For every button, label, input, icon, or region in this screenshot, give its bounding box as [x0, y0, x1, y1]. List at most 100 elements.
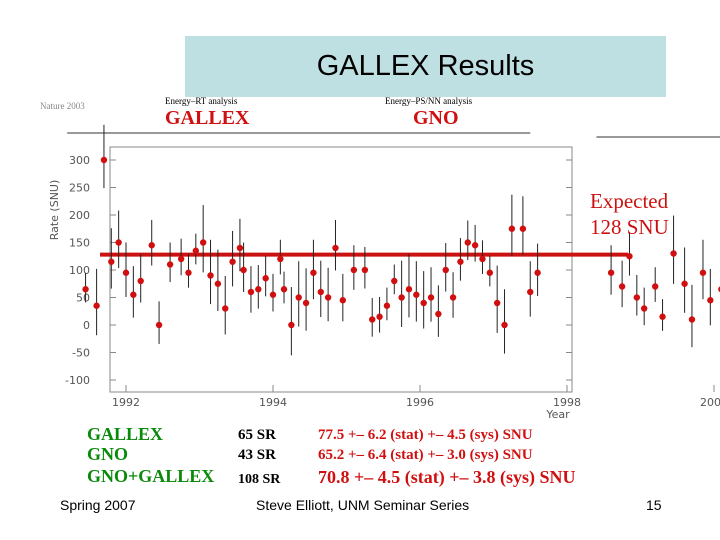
data-point: [479, 255, 486, 263]
data-point: [398, 294, 405, 301]
data-point: [295, 294, 302, 301]
data-point: [519, 225, 527, 232]
data-point: [207, 272, 214, 279]
data-point: [435, 310, 442, 318]
data-point: [269, 291, 277, 298]
y-tick-label: 200: [69, 209, 90, 222]
data-point: [177, 255, 185, 263]
data-point: [640, 305, 648, 312]
y-tick-label: 100: [69, 264, 90, 277]
result-name-combined: GNO+GALLEX: [87, 466, 215, 486]
data-point: [255, 286, 262, 293]
data-point: [302, 299, 310, 307]
expected-line2: 128 SNU: [590, 215, 669, 239]
result-name-gno: GNO: [87, 444, 129, 464]
data-point: [652, 283, 659, 290]
data-point: [464, 239, 471, 246]
data-point: [236, 244, 244, 252]
page-number: 15: [646, 497, 662, 513]
data-point: [350, 266, 358, 274]
data-point: [391, 277, 398, 285]
data-point: [607, 269, 615, 276]
data-point: [707, 297, 714, 304]
expected-label: Expected 128 SNU: [590, 188, 669, 240]
x-tick-label: 1994: [259, 396, 287, 409]
x-tick-label: 1998: [553, 396, 581, 409]
data-point: [681, 280, 688, 287]
x-tick-label: 2000: [700, 396, 720, 409]
data-point: [618, 283, 626, 290]
y-tick-label: 0: [83, 319, 90, 332]
result-value-combined: 70.8 +– 4.5 (stat) +– 3.8 (sys) SNU: [318, 467, 576, 487]
data-point: [688, 316, 696, 323]
data-point: [100, 156, 108, 164]
result-value-gallex: 77.5 +– 6.2 (stat) +– 4.5 (sys) SNU: [318, 427, 533, 443]
data-point: [427, 294, 435, 301]
data-point: [229, 258, 236, 265]
result-sr-gallex: 65 SR: [238, 427, 276, 443]
result-sr-gno: 43 SR: [238, 447, 276, 463]
data-point: [413, 291, 420, 298]
y-axis-title: Rate (SNU): [48, 180, 61, 241]
data-point: [122, 269, 130, 276]
data-point: [130, 291, 137, 298]
gno-analysis-label: Energy–PS/NN analysis: [385, 96, 473, 106]
data-point: [148, 242, 155, 249]
y-tick-label: 50: [76, 292, 90, 305]
data-point: [534, 269, 541, 276]
data-point: [670, 250, 677, 257]
data-point: [339, 297, 347, 304]
data-point: [247, 288, 255, 296]
y-tick-label: -100: [65, 374, 90, 387]
title-box: GALLEX Results: [185, 36, 666, 97]
data-point: [369, 316, 376, 323]
data-point: [699, 269, 707, 276]
corner-label: Nature 2003: [40, 101, 85, 111]
data-point: [493, 299, 501, 307]
data-point: [137, 277, 144, 285]
data-point: [185, 269, 192, 276]
result-name-gallex: GALLEX: [87, 424, 164, 444]
data-point: [214, 280, 222, 287]
slide-title: GALLEX Results: [316, 50, 535, 82]
gallex-period-label: GALLEX: [165, 107, 250, 129]
data-point: [199, 239, 207, 246]
data-point: [332, 244, 339, 252]
result-sr-combined: 108 SR: [238, 472, 281, 487]
y-tick-label: -50: [72, 347, 90, 360]
data-point: [222, 305, 229, 312]
data-point: [166, 261, 174, 268]
data-point: [310, 269, 317, 276]
x-axis-title: Year: [545, 408, 570, 421]
data-point: [277, 255, 284, 263]
data-point: [508, 225, 516, 232]
data-point: [659, 313, 666, 320]
data-point: [288, 321, 295, 329]
y-tick-label: 300: [69, 154, 90, 167]
data-point: [457, 258, 464, 265]
data-point: [471, 242, 479, 249]
data-point: [240, 266, 247, 274]
gallex-analysis-label: Energy–RT analysis: [165, 96, 238, 106]
data-point: [280, 286, 288, 293]
x-tick-label: 1992: [112, 396, 140, 409]
data-point: [155, 321, 163, 329]
data-point: [82, 286, 89, 293]
footer-date: Spring 2007: [60, 497, 136, 513]
expected-line1: Expected: [590, 189, 669, 213]
data-point: [633, 294, 641, 301]
data-point: [115, 239, 122, 246]
data-point: [361, 266, 369, 274]
data-point: [449, 294, 457, 301]
data-point: [108, 258, 115, 265]
data-point: [442, 266, 449, 274]
data-point: [376, 313, 383, 320]
footer-presenter: Steve Elliott, UNM Seminar Series: [256, 497, 470, 513]
data-point: [501, 321, 508, 329]
data-point: [626, 253, 633, 260]
data-point: [317, 288, 324, 296]
data-point: [262, 275, 269, 282]
data-point: [93, 302, 100, 309]
data-point: [486, 269, 494, 276]
